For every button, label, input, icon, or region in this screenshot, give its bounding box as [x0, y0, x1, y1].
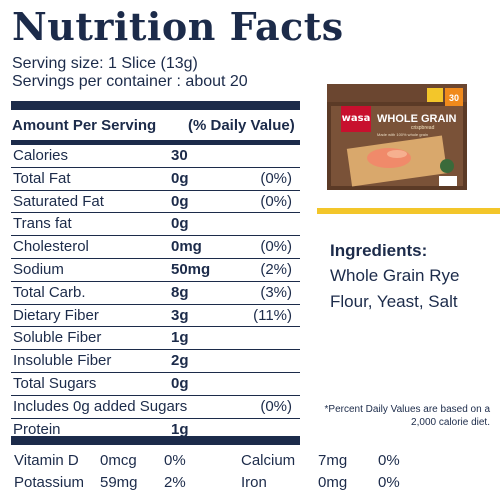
product-subtitle-text: crispbread: [411, 125, 435, 131]
nutrient-name: Trans fat: [13, 215, 72, 233]
count-badge: [445, 88, 463, 106]
nutrient-name: Total Sugars: [13, 375, 97, 392]
ingredients-text: Whole Grain Rye Flour, Yeast, Salt: [330, 266, 460, 311]
wasa-logo-badge: [341, 106, 371, 132]
vitamin-name: Vitamin D: [14, 452, 79, 469]
nutrient-amount: 0g: [171, 215, 189, 233]
nutrient-row: Insoluble Fiber 2g: [11, 350, 300, 373]
vitamin-dv: 0%: [378, 474, 400, 491]
nutrient-amount: 1g: [171, 420, 189, 438]
nutrient-row: Protein 1g: [11, 419, 300, 442]
vitamin-name: Iron: [241, 474, 267, 491]
nutrient-amount: 3g: [171, 306, 189, 324]
amount-per-serving-header: Amount Per Serving: [12, 117, 157, 134]
thick-divider-top: [11, 101, 300, 110]
daily-value-header: (% Daily Value): [188, 117, 295, 134]
nutrient-amount: 2g: [171, 352, 189, 370]
nutrient-daily-value: (0%): [260, 192, 292, 210]
nutrient-name: Includes 0g added Sugars: [13, 397, 188, 415]
salmon-topping: [367, 148, 411, 168]
nutrient-row: Trans fat 0g: [11, 213, 300, 237]
vitamin-amount: 0mg: [318, 474, 348, 491]
vitamin-dv: 0%: [164, 452, 186, 469]
vitamin-dv: 0%: [378, 452, 400, 469]
yellow-divider: [317, 208, 500, 214]
nutrient-amount: 8g: [171, 283, 189, 301]
nutrient-row: Total Sugars 0g: [11, 373, 300, 396]
serving-size: Serving size: 1 Slice (13g): [12, 55, 198, 72]
nutrient-name: Calories: [13, 147, 69, 164]
nutrient-name: Insoluble Fiber: [13, 352, 112, 370]
non-gmo-seal: [439, 176, 457, 186]
vitamin-name: Potassium: [14, 474, 85, 491]
nutrient-amount: 0mg: [171, 238, 202, 256]
nutrient-daily-value: (0%): [260, 169, 292, 187]
organic-seal: [440, 159, 454, 173]
nutrition-facts-title: Nutrition Facts: [12, 4, 344, 49]
nutrient-row: Soluble Fiber 1g: [11, 327, 300, 351]
wasa-package-image: wasa WHOLE GRAIN crispbread Made with 10…: [327, 84, 467, 190]
brand-text: wasa: [342, 113, 371, 124]
vitamin-dv: 2%: [164, 474, 186, 491]
nutrient-row: Sodium 50mg (2%): [11, 259, 300, 282]
nutrient-daily-value: (11%): [253, 306, 292, 324]
nutrient-amount: 30: [171, 147, 188, 164]
vitamin-name: Calcium: [241, 452, 296, 469]
nutrient-amount: 1g: [171, 329, 189, 347]
nutrient-row: Calories 30: [11, 145, 300, 168]
nutrient-row: Cholesterol 0mg (0%): [11, 236, 300, 259]
nutrient-name: Saturated Fat: [13, 192, 104, 210]
medium-divider: [11, 140, 300, 145]
product-name-text: WHOLE GRAIN: [377, 113, 456, 125]
nutrient-row: Dietary Fiber 3g (11%): [11, 305, 300, 328]
product-tagline-text: Made with 100% whole grain: [377, 132, 428, 137]
ingredients-title: Ingredients:: [330, 241, 428, 260]
servings-per-container: Servings per container : about 20: [12, 73, 248, 90]
nutrient-name: Sodium: [13, 261, 64, 278]
nutrient-name: Protein: [13, 420, 61, 438]
nutrient-amount: 50mg: [171, 261, 211, 278]
vitamin-amount: 0mcg: [100, 452, 137, 469]
nutrient-row: Total Fat 0g (0%): [11, 168, 300, 191]
nutrient-name: Dietary Fiber: [13, 306, 99, 324]
nutrient-amount: 0g: [171, 192, 189, 210]
nutrient-name: Total Fat: [13, 169, 71, 187]
nutrient-daily-value: (3%): [260, 283, 292, 301]
nutrient-row: Saturated Fat 0g (0%): [11, 191, 300, 214]
vitamin-amount: 59mg: [100, 474, 138, 491]
vitamin-amount: 7mg: [318, 452, 348, 469]
count-badge-text: 30: [449, 93, 459, 103]
nutrient-name: Total Carb.: [13, 283, 86, 301]
nutrient-row: Total Carb. 8g (3%): [11, 282, 300, 305]
nutrient-row: Includes 0g added Sugars (0%): [11, 396, 300, 419]
nutrient-amount: 0g: [171, 375, 189, 392]
nutrient-daily-value: (2%): [260, 261, 292, 278]
thick-divider-bottom: [11, 436, 300, 445]
nutrient-name: Soluble Fiber: [13, 329, 102, 347]
nutrient-daily-value: (0%): [260, 397, 292, 415]
nutrient-daily-value: (0%): [260, 238, 292, 256]
daily-value-footnote: *Percent Daily Values are based on a 2,0…: [324, 404, 490, 428]
nutrient-name: Cholesterol: [13, 238, 89, 256]
nutrient-amount: 0g: [171, 169, 189, 187]
